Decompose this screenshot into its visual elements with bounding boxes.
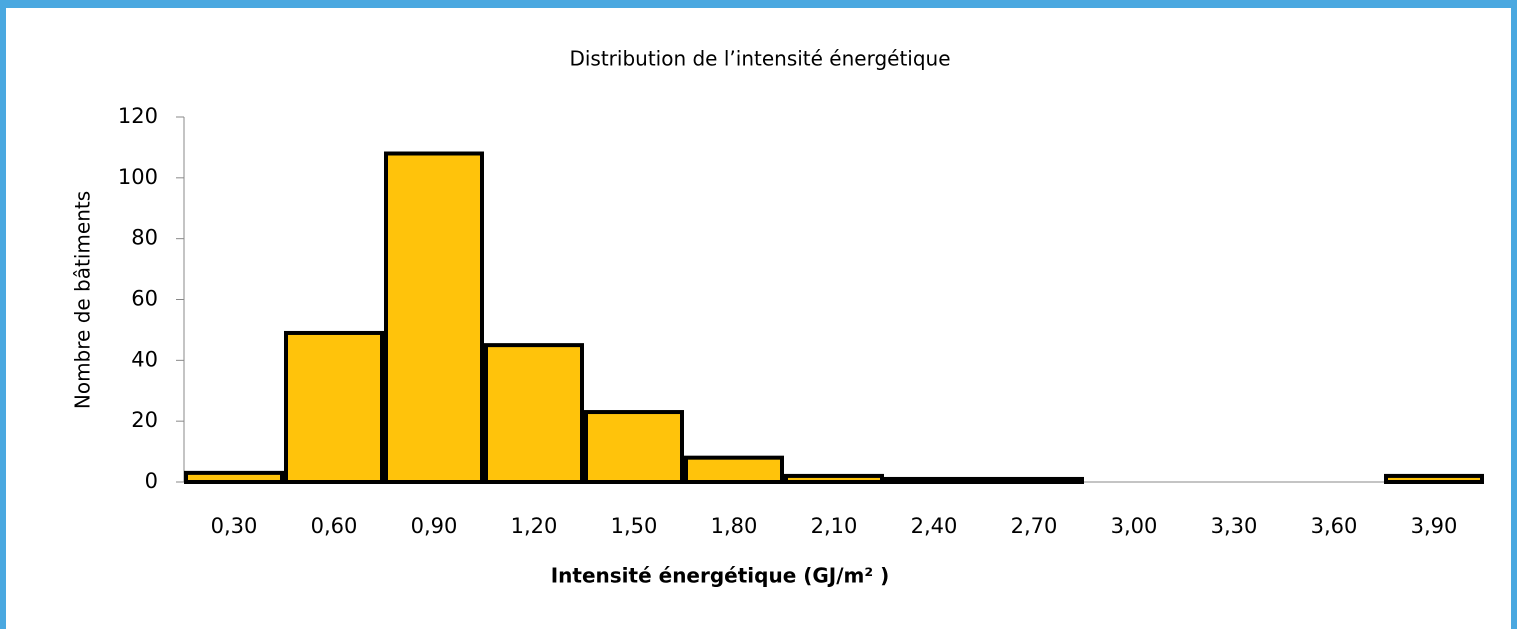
x-tick-label: 1,80 [711, 514, 758, 538]
bar [584, 410, 684, 484]
y-tick-label: 80 [131, 226, 158, 250]
bar [784, 473, 884, 484]
x-tick-label: 0,30 [211, 514, 258, 538]
bar [984, 476, 1084, 485]
x-tick-label: 3,60 [1311, 514, 1358, 538]
chart-title: Distribution de l’intensité énergétique [569, 47, 950, 71]
bar [684, 455, 784, 484]
x-tick-label: 3,90 [1411, 514, 1458, 538]
y-tick-label: 0 [145, 469, 158, 493]
bar [484, 343, 584, 484]
y-tick-label: 40 [131, 347, 158, 371]
y-tick-label: 100 [118, 165, 158, 189]
x-axis-title: Intensité énergétique (GJ/m² ) [551, 564, 890, 588]
bar [284, 330, 384, 485]
x-tick-label: 3,00 [1111, 514, 1158, 538]
y-tick-label: 60 [131, 287, 158, 311]
bar [384, 151, 484, 484]
x-tick-label: 1,20 [511, 514, 558, 538]
y-tick-label: 120 [118, 104, 158, 128]
x-tick-label: 2,70 [1011, 514, 1058, 538]
bar [1384, 473, 1484, 484]
bar [884, 476, 984, 485]
y-axis-title: Nombre de bâtiments [71, 191, 95, 409]
x-tick-label: 0,90 [411, 514, 458, 538]
x-tick-label: 0,60 [311, 514, 358, 538]
x-tick-label: 1,50 [611, 514, 658, 538]
x-tick-label: 2,40 [911, 514, 958, 538]
x-tick-label: 2,10 [811, 514, 858, 538]
bar [184, 470, 284, 484]
y-tick-label: 20 [131, 408, 158, 432]
x-tick-label: 3,30 [1211, 514, 1258, 538]
